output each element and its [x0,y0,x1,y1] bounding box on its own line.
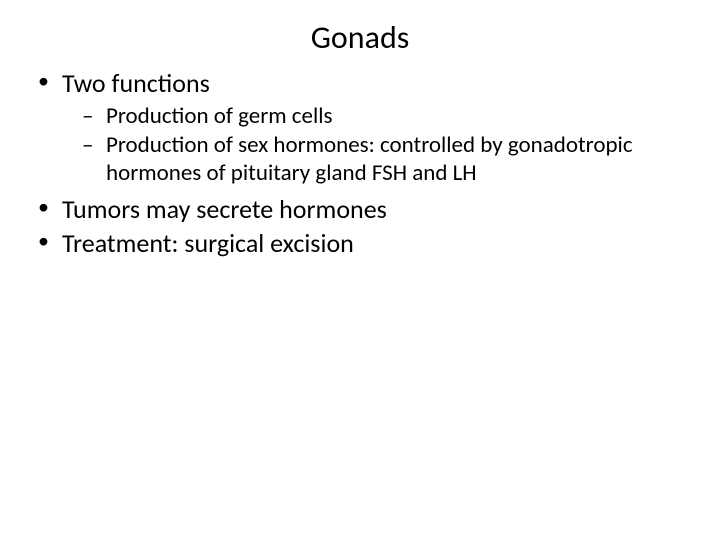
slide-title: Gonads [0,0,720,67]
list-item: Treatment: surgical excision [34,227,686,260]
list-item: Production of sex hormones: controlled b… [82,131,686,187]
bullet-list-level2: Production of germ cells Production of s… [62,102,686,187]
list-item: Production of germ cells [82,102,686,130]
bullet-text: Treatment: surgical excision [62,227,354,259]
bullet-list-level1: Two functions Production of germ cells P… [34,67,686,260]
bullet-text: Two functions [62,67,210,99]
slide: Gonads Two functions Production of germ … [0,0,720,540]
list-item: Tumors may secrete hormones [34,193,686,226]
bullet-text: Production of germ cells [106,102,333,130]
bullet-text: Tumors may secrete hormones [62,193,387,225]
slide-body: Two functions Production of germ cells P… [0,67,720,260]
bullet-text: Production of sex hormones: controlled b… [106,131,633,187]
list-item: Two functions Production of germ cells P… [34,67,686,187]
